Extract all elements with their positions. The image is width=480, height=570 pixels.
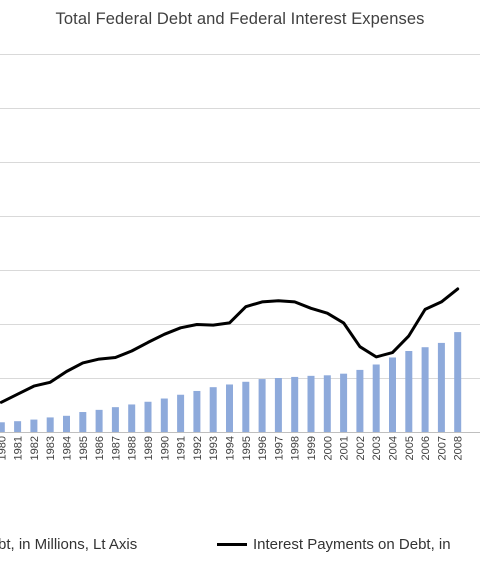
x-tick-label: 2006 xyxy=(420,436,432,460)
x-tick-label: 2003 xyxy=(371,436,383,460)
x-tick-label: 2000 xyxy=(322,436,334,460)
debt-bar xyxy=(193,390,201,432)
debt-bar xyxy=(291,376,299,432)
debt-bar xyxy=(372,364,380,432)
x-tick-label: 1988 xyxy=(127,436,139,460)
debt-bar xyxy=(454,332,462,432)
debt-bar xyxy=(128,404,136,432)
x-tick-label: 1997 xyxy=(273,436,285,460)
chart-plot-area: 1980 1981 1982 1983 1984 1985 1986 1987 1988 1989… xyxy=(0,54,480,460)
debt-bar xyxy=(226,384,233,432)
debt-bar xyxy=(258,379,266,432)
debt-bar xyxy=(177,394,185,432)
debt-bar xyxy=(356,369,364,432)
x-tick-label: 2002 xyxy=(355,436,367,460)
x-tick-label: 2004 xyxy=(388,436,400,460)
legend-line-swatch xyxy=(217,542,247,546)
debt-bar xyxy=(421,347,429,432)
x-tick-label: 1989 xyxy=(143,436,155,460)
x-tick-label: 1999 xyxy=(306,436,318,460)
x-tick-label: 1986 xyxy=(94,436,106,460)
interest-line xyxy=(0,287,460,404)
x-tick-label: 1996 xyxy=(257,436,269,460)
debt-bar xyxy=(79,412,87,432)
debt-bar xyxy=(405,351,413,432)
legend-debt-label: bt, in Millions, Lt Axis xyxy=(0,536,138,553)
x-tick-label: 1992 xyxy=(192,436,204,460)
debt-bar xyxy=(14,421,22,432)
chart-title: Total Federal Debt and Federal Interest … xyxy=(55,10,425,28)
x-tick-label: 2005 xyxy=(404,436,416,460)
debt-bar xyxy=(160,398,168,432)
legend-interest-label: Interest Payments on Debt, in xyxy=(253,536,451,553)
x-tick-label: 1984 xyxy=(62,436,74,460)
x-tick-label: 2007 xyxy=(436,436,448,460)
debt-bar xyxy=(95,409,103,432)
debt-bar xyxy=(389,357,396,432)
x-tick-label: 1993 xyxy=(208,436,220,460)
debt-bar xyxy=(437,342,445,432)
debt-bar xyxy=(209,387,217,432)
legend-interest: Interest Payments on Debt, in xyxy=(217,536,451,556)
debt-bar xyxy=(242,381,250,432)
x-tick-label: 1991 xyxy=(176,436,188,460)
x-tick-label: 2001 xyxy=(339,436,351,460)
x-tick-label: 1994 xyxy=(225,436,237,460)
legend-debt: bt, in Millions, Lt Axis xyxy=(0,536,137,556)
x-tick-label: 1985 xyxy=(78,436,90,460)
debt-bar xyxy=(340,373,348,432)
debt-bar xyxy=(144,401,152,432)
x-tick-label: 1987 xyxy=(110,436,122,460)
debt-bar xyxy=(307,375,315,432)
x-tick-label: 1980 xyxy=(0,436,8,460)
debt-bar xyxy=(63,415,70,432)
debt-bar xyxy=(323,375,331,432)
x-tick-label: 1998 xyxy=(290,436,302,460)
x-tick-label: 1983 xyxy=(45,436,57,460)
x-tick-label: 1995 xyxy=(241,436,253,460)
x-tick-label: 1982 xyxy=(29,436,41,460)
debt-bar xyxy=(30,419,38,432)
x-tick-label: 1981 xyxy=(13,436,25,460)
debt-bar xyxy=(46,417,54,432)
debt-bar xyxy=(111,407,119,432)
x-tick-label: 1990 xyxy=(159,436,171,460)
debt-bar xyxy=(274,378,282,432)
debt-bar xyxy=(0,422,5,432)
x-tick-label: 2008 xyxy=(453,436,465,460)
